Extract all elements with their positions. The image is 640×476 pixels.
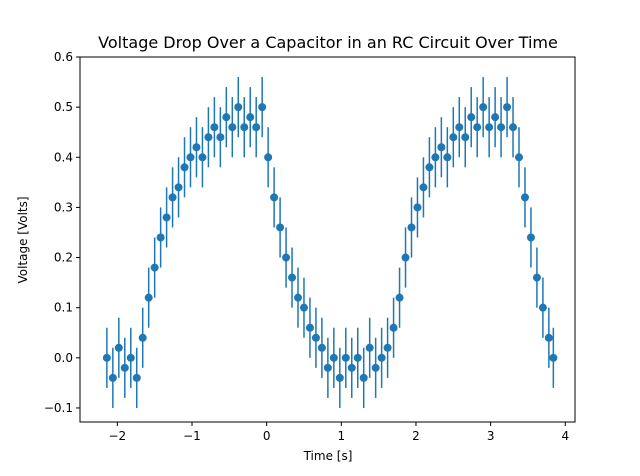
data-point [162, 213, 171, 222]
data-point [299, 303, 308, 312]
data-point [479, 103, 488, 112]
data-point [294, 293, 303, 302]
x-tick-label: −2 [108, 429, 126, 443]
x-tick-label: 1 [337, 429, 345, 443]
y-tick-label: −0.1 [44, 401, 73, 415]
data-point [174, 183, 183, 192]
data-point [515, 153, 524, 162]
data-point [425, 163, 434, 172]
data-point [317, 343, 326, 352]
data-point [431, 153, 440, 162]
data-point [156, 233, 165, 242]
x-tick-label: 2 [412, 429, 420, 443]
data-point [437, 143, 446, 152]
x-tick-label: 4 [561, 429, 569, 443]
y-tick-label: 0.6 [54, 50, 73, 64]
data-point [347, 363, 356, 372]
data-point [455, 123, 464, 132]
data-point [544, 333, 553, 342]
data-point [443, 153, 452, 162]
data-point [192, 143, 201, 152]
data-point [305, 323, 314, 332]
data-point [389, 323, 398, 332]
data-point [395, 293, 404, 302]
data-point [234, 103, 243, 112]
data-point [467, 113, 476, 122]
data-point [413, 203, 422, 212]
data-point [108, 373, 117, 382]
data-point [246, 113, 255, 122]
data-point [526, 233, 535, 242]
plot-area [102, 77, 558, 408]
x-axis-label: Time [s] [303, 449, 353, 463]
data-point [168, 193, 177, 202]
x-tick-label: 0 [263, 429, 271, 443]
data-point [311, 333, 320, 342]
data-point [461, 133, 470, 142]
y-tick-label: 0.2 [54, 251, 73, 265]
data-point [503, 103, 512, 112]
data-point [288, 273, 297, 282]
x-tick-label: −1 [183, 429, 201, 443]
data-point [144, 293, 153, 302]
data-point [371, 363, 380, 372]
data-point [497, 123, 506, 132]
data-point [323, 363, 332, 372]
data-point [282, 253, 291, 262]
data-point [329, 353, 338, 362]
x-tick-label: 3 [487, 429, 495, 443]
data-point [401, 253, 410, 262]
data-point [359, 373, 368, 382]
data-point [276, 223, 285, 232]
data-point [216, 133, 225, 142]
data-point [383, 343, 392, 352]
data-point [509, 123, 518, 132]
data-point [341, 353, 350, 362]
chart-title: Voltage Drop Over a Capacitor in an RC C… [98, 33, 558, 52]
data-point [132, 373, 141, 382]
y-tick-label: 0.5 [54, 100, 73, 114]
data-point [120, 363, 129, 372]
data-point [114, 343, 123, 352]
data-point [186, 153, 195, 162]
data-point [228, 123, 237, 132]
data-point [335, 373, 344, 382]
data-point [407, 223, 416, 232]
data-point [353, 353, 362, 362]
y-tick-label: 0.1 [54, 301, 73, 315]
y-tick-label: 0.0 [54, 351, 73, 365]
data-point [485, 123, 494, 132]
data-point [138, 333, 147, 342]
data-point [449, 133, 458, 142]
data-point [240, 123, 249, 132]
data-point [532, 273, 541, 282]
data-point [549, 353, 558, 362]
data-point [473, 123, 482, 132]
data-point [538, 303, 547, 312]
data-point [210, 123, 219, 132]
data-point [258, 103, 267, 112]
data-point [126, 353, 135, 362]
data-point [365, 343, 374, 352]
y-tick-label: 0.4 [54, 150, 73, 164]
data-point [102, 353, 111, 362]
axes-frame [79, 56, 576, 423]
y-tick-label: 0.3 [54, 200, 73, 214]
data-point [491, 113, 500, 122]
data-point [222, 113, 231, 122]
data-point [520, 193, 529, 202]
data-point [264, 153, 273, 162]
data-point [204, 133, 213, 142]
data-point [180, 163, 189, 172]
y-axis-label: Voltage [Volts] [16, 196, 30, 283]
data-point [419, 183, 428, 192]
data-point [377, 353, 386, 362]
data-point [270, 193, 279, 202]
data-point [252, 123, 261, 132]
data-point [198, 153, 207, 162]
data-point [150, 263, 159, 272]
